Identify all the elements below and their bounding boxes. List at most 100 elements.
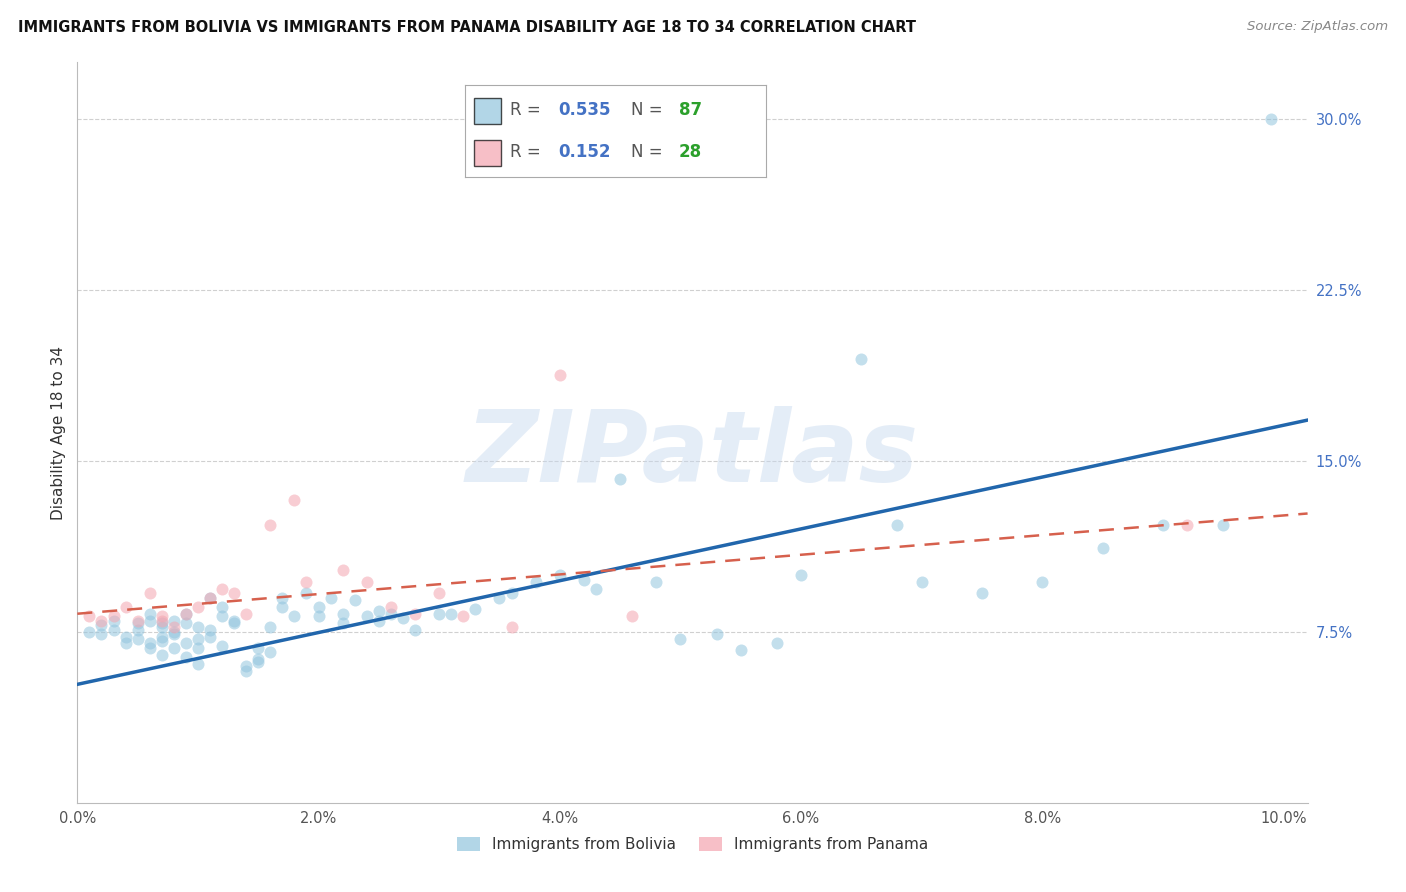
Point bbox=[138, 614, 160, 628]
Point bbox=[150, 630, 173, 644]
Point bbox=[211, 582, 233, 596]
Point bbox=[211, 609, 233, 624]
Point bbox=[295, 574, 318, 589]
Point bbox=[103, 609, 125, 624]
Point bbox=[1175, 517, 1198, 532]
Point bbox=[548, 368, 571, 382]
Point bbox=[150, 620, 173, 634]
Point bbox=[380, 599, 402, 614]
Point bbox=[621, 609, 644, 624]
Point bbox=[548, 568, 571, 582]
Point bbox=[332, 607, 354, 621]
Point bbox=[367, 614, 389, 628]
Point bbox=[247, 640, 270, 655]
Point bbox=[356, 609, 378, 624]
Point bbox=[247, 655, 270, 669]
Point bbox=[271, 599, 294, 614]
Point bbox=[163, 614, 186, 628]
Point bbox=[127, 623, 149, 637]
Point bbox=[706, 627, 728, 641]
Point bbox=[427, 607, 450, 621]
Point bbox=[910, 574, 932, 589]
Point bbox=[453, 609, 475, 624]
Point bbox=[138, 640, 160, 655]
Point bbox=[187, 640, 209, 655]
Point bbox=[585, 582, 607, 596]
Point bbox=[114, 599, 136, 614]
Point bbox=[174, 607, 197, 621]
Point bbox=[79, 624, 101, 639]
Y-axis label: Disability Age 18 to 34: Disability Age 18 to 34 bbox=[51, 345, 66, 520]
Text: ZIPatlas: ZIPatlas bbox=[465, 407, 920, 503]
Point bbox=[427, 586, 450, 600]
Point bbox=[90, 614, 112, 628]
Point bbox=[90, 618, 112, 632]
Point bbox=[163, 620, 186, 634]
Point bbox=[488, 591, 510, 605]
Point bbox=[886, 517, 908, 532]
Point bbox=[127, 615, 149, 630]
Point bbox=[187, 620, 209, 634]
Point bbox=[271, 591, 294, 605]
Point bbox=[367, 604, 389, 618]
Point bbox=[174, 636, 197, 650]
Point bbox=[343, 593, 366, 607]
Point bbox=[138, 586, 160, 600]
Point bbox=[103, 614, 125, 628]
Point bbox=[224, 614, 246, 628]
Point bbox=[464, 602, 486, 616]
Point bbox=[308, 609, 330, 624]
Point bbox=[150, 634, 173, 648]
Point bbox=[138, 636, 160, 650]
Point bbox=[730, 643, 752, 657]
Legend: Immigrants from Bolivia, Immigrants from Panama: Immigrants from Bolivia, Immigrants from… bbox=[450, 830, 935, 858]
Point bbox=[150, 614, 173, 628]
Point bbox=[332, 564, 354, 578]
Point bbox=[235, 659, 257, 673]
Point bbox=[766, 636, 789, 650]
Point bbox=[174, 607, 197, 621]
Point bbox=[235, 607, 257, 621]
Point bbox=[163, 627, 186, 641]
Point bbox=[198, 623, 221, 637]
Point bbox=[224, 615, 246, 630]
Text: Source: ZipAtlas.com: Source: ZipAtlas.com bbox=[1247, 20, 1388, 33]
Point bbox=[851, 351, 873, 366]
Point bbox=[150, 648, 173, 662]
Point bbox=[247, 652, 270, 666]
Point bbox=[1260, 112, 1282, 127]
Point bbox=[295, 586, 318, 600]
Point bbox=[127, 614, 149, 628]
Point bbox=[356, 574, 378, 589]
Point bbox=[174, 615, 197, 630]
Point bbox=[163, 640, 186, 655]
Point bbox=[224, 586, 246, 600]
Point bbox=[127, 632, 149, 646]
Point bbox=[1152, 517, 1174, 532]
Point bbox=[1212, 517, 1234, 532]
Point bbox=[259, 645, 281, 659]
Text: IMMIGRANTS FROM BOLIVIA VS IMMIGRANTS FROM PANAMA DISABILITY AGE 18 TO 34 CORREL: IMMIGRANTS FROM BOLIVIA VS IMMIGRANTS FR… bbox=[18, 20, 917, 35]
Point bbox=[150, 615, 173, 630]
Point bbox=[501, 620, 523, 634]
Point bbox=[524, 574, 547, 589]
Point bbox=[187, 599, 209, 614]
Point bbox=[198, 591, 221, 605]
Point bbox=[211, 599, 233, 614]
Point bbox=[970, 586, 993, 600]
Point bbox=[114, 636, 136, 650]
Point bbox=[198, 630, 221, 644]
Point bbox=[392, 611, 415, 625]
Point bbox=[790, 568, 813, 582]
Point bbox=[404, 607, 426, 621]
Point bbox=[1091, 541, 1114, 555]
Point bbox=[235, 664, 257, 678]
Point bbox=[138, 607, 160, 621]
Point bbox=[198, 591, 221, 605]
Point bbox=[187, 632, 209, 646]
Point bbox=[645, 574, 668, 589]
Point bbox=[103, 623, 125, 637]
Point bbox=[572, 573, 595, 587]
Point bbox=[308, 599, 330, 614]
Point bbox=[211, 639, 233, 653]
